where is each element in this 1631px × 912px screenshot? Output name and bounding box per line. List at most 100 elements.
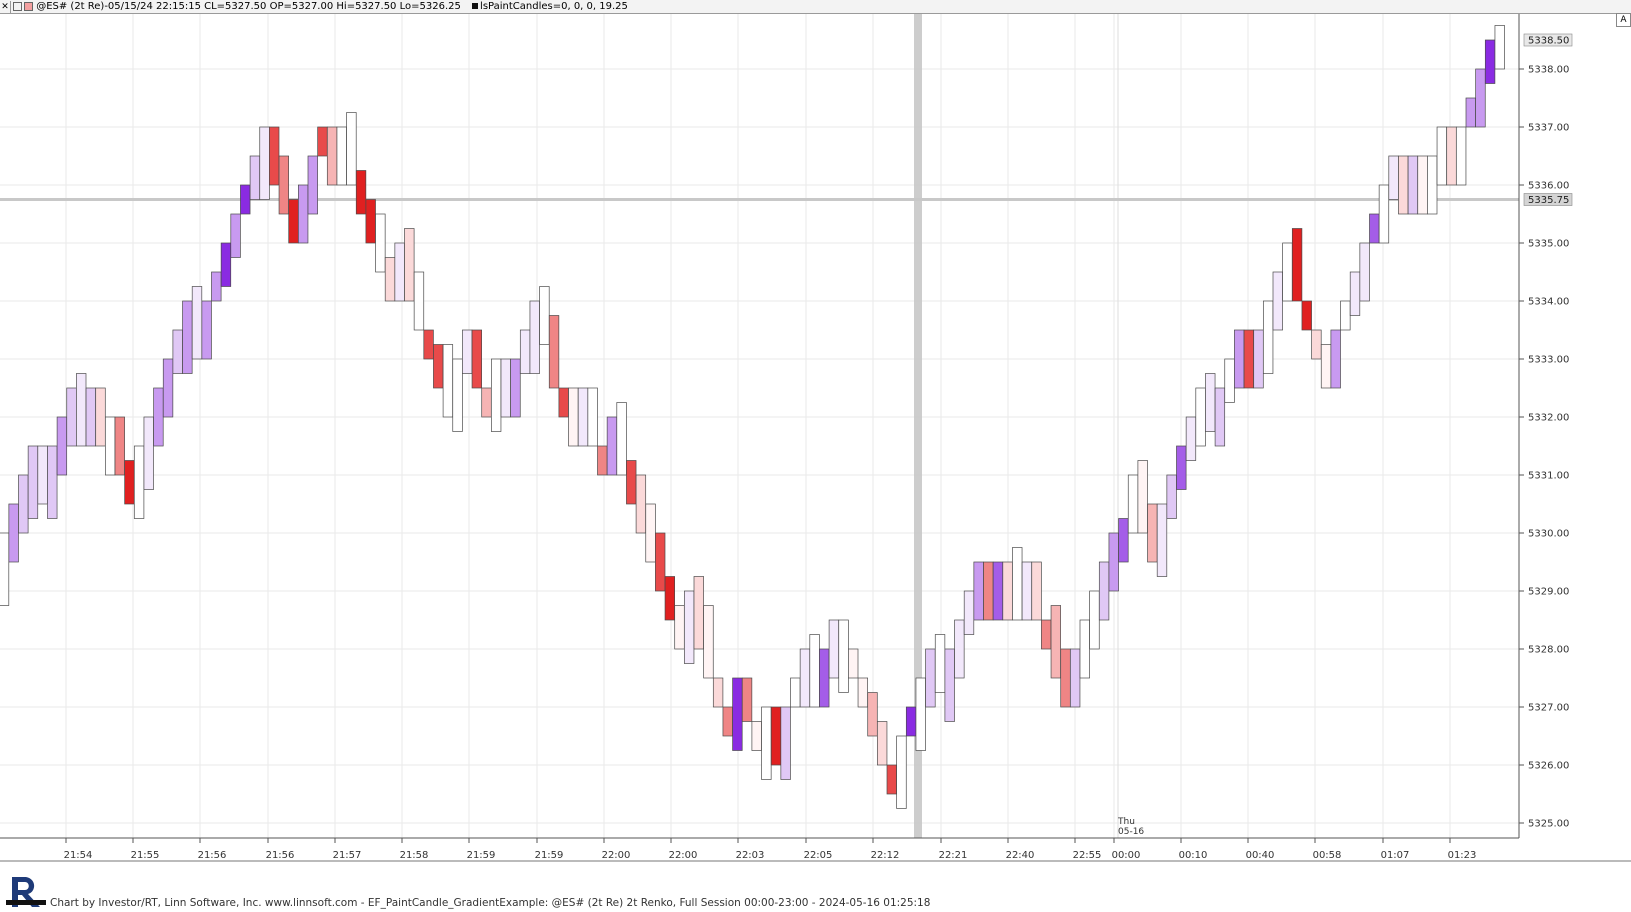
renko-brick <box>1311 329 1322 360</box>
renko-brick <box>1330 329 1341 389</box>
renko-brick <box>1069 648 1081 708</box>
price-axis[interactable]: 5325.00 5326.00 5327.00 5328.00 5329.00 5330.… <box>1518 14 1573 838</box>
renko-brick <box>606 416 618 476</box>
renko-brick <box>1098 561 1110 621</box>
renko-brick <box>1050 605 1062 679</box>
renko-brick <box>1340 300 1351 331</box>
renko-brick <box>1398 155 1409 215</box>
session-date-label: 05-16 <box>1118 827 1144 837</box>
renko-brick <box>355 170 367 215</box>
renko-brick <box>1253 329 1264 389</box>
renko-brick <box>269 126 280 186</box>
renko-brick <box>1282 242 1293 302</box>
renko-brick <box>886 764 897 795</box>
renko-brick <box>905 706 917 737</box>
renko-brick <box>500 358 511 418</box>
renko-brick <box>413 271 425 331</box>
renko-brick <box>1185 416 1197 461</box>
time-tick-label: 22:00 <box>602 850 631 861</box>
renko-brick <box>162 358 174 418</box>
renko-brick <box>85 387 97 447</box>
renko-brick <box>1127 474 1139 534</box>
price-marker-label: 5338.50 <box>1528 36 1569 47</box>
renko-brick <box>133 445 145 519</box>
time-axis[interactable]: 21:54 21:55 21:56 21:56 21:57 21:58 21:59 21:59… <box>0 817 1631 862</box>
footer-bar: Chart by Investor/RT, Linn Software, Inc… <box>0 896 1631 912</box>
renko-brick <box>1195 387 1206 447</box>
price-tick-label: 5328.00 <box>1528 645 1569 656</box>
renko-brick <box>635 474 647 534</box>
renko-brick <box>1224 358 1235 403</box>
renko-brick <box>384 257 396 302</box>
renko-brick <box>963 590 975 635</box>
price-tick-label: 5326.00 <box>1528 761 1569 772</box>
time-tick-label: 21:56 <box>198 850 227 861</box>
footer-credit: Chart by Investor/RT, Linn Software, Inc… <box>50 897 931 909</box>
renko-brick <box>249 155 261 200</box>
renko-brick <box>809 634 820 708</box>
renko-brick <box>1205 373 1216 432</box>
renko-brick <box>433 344 444 389</box>
renko-brick <box>220 242 232 287</box>
renko-brick <box>481 387 492 418</box>
renko-brick <box>1291 228 1303 302</box>
renko-brick <box>896 735 907 809</box>
renko-brick <box>37 445 48 505</box>
renko-brick <box>519 329 531 374</box>
renko-brick <box>548 315 560 389</box>
renko-brick <box>471 329 482 389</box>
price-marker-box <box>1523 193 1573 206</box>
renko-brick <box>828 619 840 679</box>
renko-brick <box>925 648 936 708</box>
time-tick-label: 21:59 <box>535 850 564 861</box>
renko-brick <box>674 605 685 650</box>
renko-brick <box>1378 184 1390 244</box>
renko-brick <box>298 184 309 244</box>
renko-brick <box>934 634 946 693</box>
renko-brick <box>1108 532 1119 592</box>
time-tick-label: 21:58 <box>400 850 429 861</box>
renko-brick <box>1031 561 1042 621</box>
renko-brick <box>1369 213 1380 244</box>
renko-brick <box>819 648 830 708</box>
renko-brick <box>616 402 627 476</box>
renko-brick <box>944 648 955 722</box>
renko-brick <box>645 503 656 563</box>
renko-brick <box>597 445 608 476</box>
renko-brick <box>1455 126 1467 186</box>
renko-brick <box>442 344 454 418</box>
indicator-info: lsPaintCandles=0, 0, 0, 19.25 <box>480 1 628 12</box>
renko-brick <box>1243 329 1255 389</box>
renko-brick <box>56 416 68 476</box>
renko-brick <box>1012 547 1023 621</box>
renko-brick <box>182 300 193 374</box>
window-box-icon-2[interactable] <box>24 1 33 11</box>
renko-brick <box>8 503 19 563</box>
renko-brick <box>452 358 463 432</box>
crosshair-vertical <box>914 14 922 838</box>
renko-brick <box>201 300 212 360</box>
renko-brick <box>741 677 753 722</box>
time-tick-label: 22:00 <box>669 850 698 861</box>
window-box-icon[interactable] <box>13 1 22 11</box>
renko-brick <box>288 199 299 244</box>
renko-brick <box>95 387 106 447</box>
renko-brick <box>1349 271 1361 316</box>
close-icon[interactable]: ✕ <box>0 1 11 14</box>
time-tick-label: 22:21 <box>939 850 968 861</box>
symbol-info: @ES# (2t Re)-05/15/24 22:15:15 CL=5327.5… <box>36 1 461 12</box>
renko-brick <box>558 387 569 418</box>
renko-brick <box>973 561 984 621</box>
renko-brick <box>124 460 135 505</box>
price-tick-label: 5327.00 <box>1528 703 1569 714</box>
renko-brick <box>365 199 376 244</box>
renko-brick <box>172 329 183 374</box>
time-tick-label: 21:59 <box>467 850 496 861</box>
renko-brick <box>346 112 357 186</box>
renko-bricks <box>0 25 1505 809</box>
indicator-square-icon <box>472 3 479 9</box>
renko-brick <box>876 721 888 766</box>
renko-brick <box>587 387 598 447</box>
renko-brick <box>751 721 762 751</box>
